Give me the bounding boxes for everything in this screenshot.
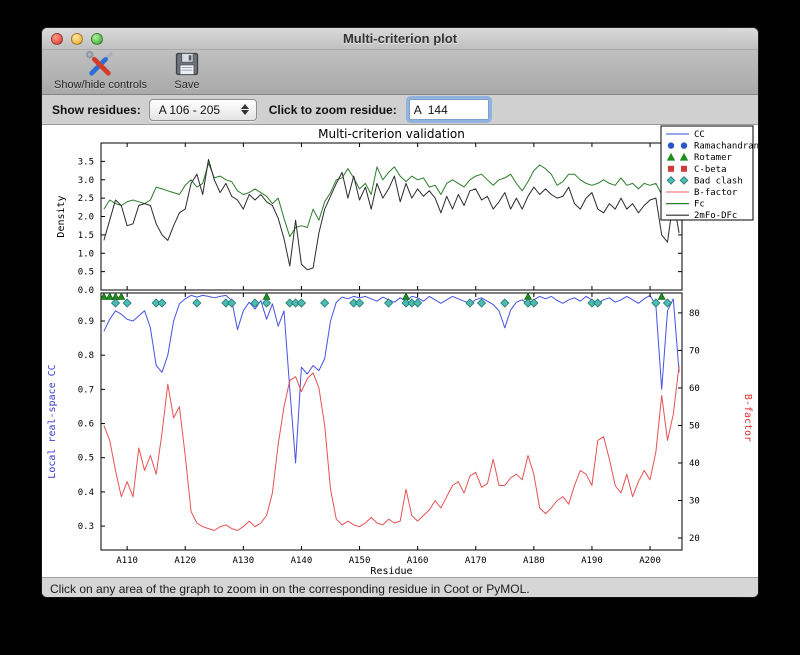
window-titlebar[interactable]: Multi-criterion plot bbox=[42, 28, 758, 50]
svg-text:A110: A110 bbox=[116, 556, 138, 566]
density-axis-label: Density bbox=[56, 195, 67, 237]
toolbar: Show/hide controls Save bbox=[42, 50, 758, 95]
svg-text:3.0: 3.0 bbox=[78, 176, 94, 186]
svg-text:Bad clash: Bad clash bbox=[694, 176, 743, 186]
svg-text:A150: A150 bbox=[349, 556, 371, 566]
show-residues-dropdown[interactable]: A 106 - 205 bbox=[148, 98, 257, 121]
svg-text:80: 80 bbox=[689, 309, 700, 319]
svg-text:30: 30 bbox=[689, 496, 700, 506]
show-hide-controls-button[interactable]: Show/hide controls bbox=[48, 48, 153, 94]
svg-text:Fc: Fc bbox=[694, 200, 705, 210]
svg-text:A200: A200 bbox=[639, 556, 661, 566]
tools-icon bbox=[85, 50, 115, 78]
save-label: Save bbox=[174, 79, 200, 91]
svg-text:40: 40 bbox=[689, 459, 700, 469]
svg-text:Rotamer: Rotamer bbox=[694, 153, 733, 163]
2mfo-dfc-line bbox=[103, 159, 680, 271]
density-plot-frame bbox=[100, 142, 683, 291]
svg-text:0.5: 0.5 bbox=[78, 268, 94, 278]
save-icon bbox=[173, 50, 201, 78]
svg-text:A160: A160 bbox=[407, 556, 429, 566]
svg-text:A170: A170 bbox=[465, 556, 487, 566]
svg-text:0.7: 0.7 bbox=[78, 385, 94, 395]
svg-text:2mFo-DFc: 2mFo-DFc bbox=[694, 211, 737, 221]
svg-text:1.0: 1.0 bbox=[78, 249, 94, 259]
app-window: Multi-criterion plot Show/hide controls bbox=[42, 28, 758, 597]
svg-text:0.9: 0.9 bbox=[78, 317, 94, 327]
svg-text:CC: CC bbox=[694, 130, 705, 140]
traffic-lights bbox=[51, 33, 103, 45]
svg-text:0.3: 0.3 bbox=[78, 522, 94, 532]
svg-text:2.0: 2.0 bbox=[78, 213, 94, 223]
cc-axis-label: Local real-space CC bbox=[47, 364, 58, 478]
svg-text:A190: A190 bbox=[581, 556, 603, 566]
zoom-residue-label: Click to zoom residue: bbox=[268, 102, 397, 117]
bfactor-line bbox=[103, 365, 680, 531]
show-residues-label: Show residues: bbox=[52, 102, 141, 117]
svg-text:0.6: 0.6 bbox=[78, 420, 94, 430]
cc-bfactor-plot-frame bbox=[100, 292, 683, 551]
plot-title: Multi-criterion validation bbox=[318, 127, 465, 141]
svg-text:1.5: 1.5 bbox=[78, 231, 94, 241]
legend-box bbox=[660, 125, 754, 221]
svg-text:B-factor: B-factor bbox=[694, 188, 738, 198]
bfactor-axis-label: B-factor bbox=[742, 394, 753, 442]
zoom-residue-input[interactable] bbox=[408, 99, 489, 120]
minimize-button[interactable] bbox=[71, 33, 83, 45]
svg-text:2.5: 2.5 bbox=[78, 194, 94, 204]
close-button[interactable] bbox=[51, 33, 63, 45]
svg-text:Ramachandran: Ramachandran bbox=[694, 142, 758, 152]
svg-text:A140: A140 bbox=[291, 556, 313, 566]
status-bar: Click on any area of the graph to zoom i… bbox=[42, 577, 758, 597]
show-hide-controls-label: Show/hide controls bbox=[54, 79, 147, 91]
svg-text:3.5: 3.5 bbox=[78, 157, 94, 167]
svg-text:0.4: 0.4 bbox=[78, 488, 94, 498]
save-button[interactable]: Save bbox=[167, 48, 207, 94]
svg-text:A120: A120 bbox=[174, 556, 196, 566]
svg-text:A180: A180 bbox=[523, 556, 545, 566]
status-text: Click on any area of the graph to zoom i… bbox=[50, 582, 530, 596]
svg-text:0.0: 0.0 bbox=[78, 286, 94, 296]
stepper-icon bbox=[237, 104, 256, 115]
svg-text:70: 70 bbox=[689, 346, 700, 356]
svg-text:C-beta: C-beta bbox=[694, 165, 727, 175]
cc-line bbox=[103, 294, 680, 464]
validation-plot[interactable]: A110 A120 A130 A140 A150 A160 A170 A180 A190 A200… bbox=[42, 125, 758, 577]
residue-range-value: A 106 - 205 bbox=[158, 102, 221, 117]
figure-area: A110 A120 A130 A140 A150 A160 A170 A180 A190 A200… bbox=[42, 125, 758, 577]
svg-text:50: 50 bbox=[689, 421, 700, 431]
control-bar: Show residues: A 106 - 205 Click to zoom… bbox=[42, 95, 758, 125]
svg-text:20: 20 bbox=[689, 534, 700, 544]
window-title: Multi-criterion plot bbox=[342, 31, 458, 46]
svg-text:0.8: 0.8 bbox=[78, 351, 94, 361]
svg-text:60: 60 bbox=[689, 384, 700, 394]
zoom-window-button[interactable] bbox=[91, 33, 103, 45]
svg-text:0.5: 0.5 bbox=[78, 454, 94, 464]
svg-text:A130: A130 bbox=[233, 556, 255, 566]
x-axis-label: Residue bbox=[370, 566, 412, 577]
